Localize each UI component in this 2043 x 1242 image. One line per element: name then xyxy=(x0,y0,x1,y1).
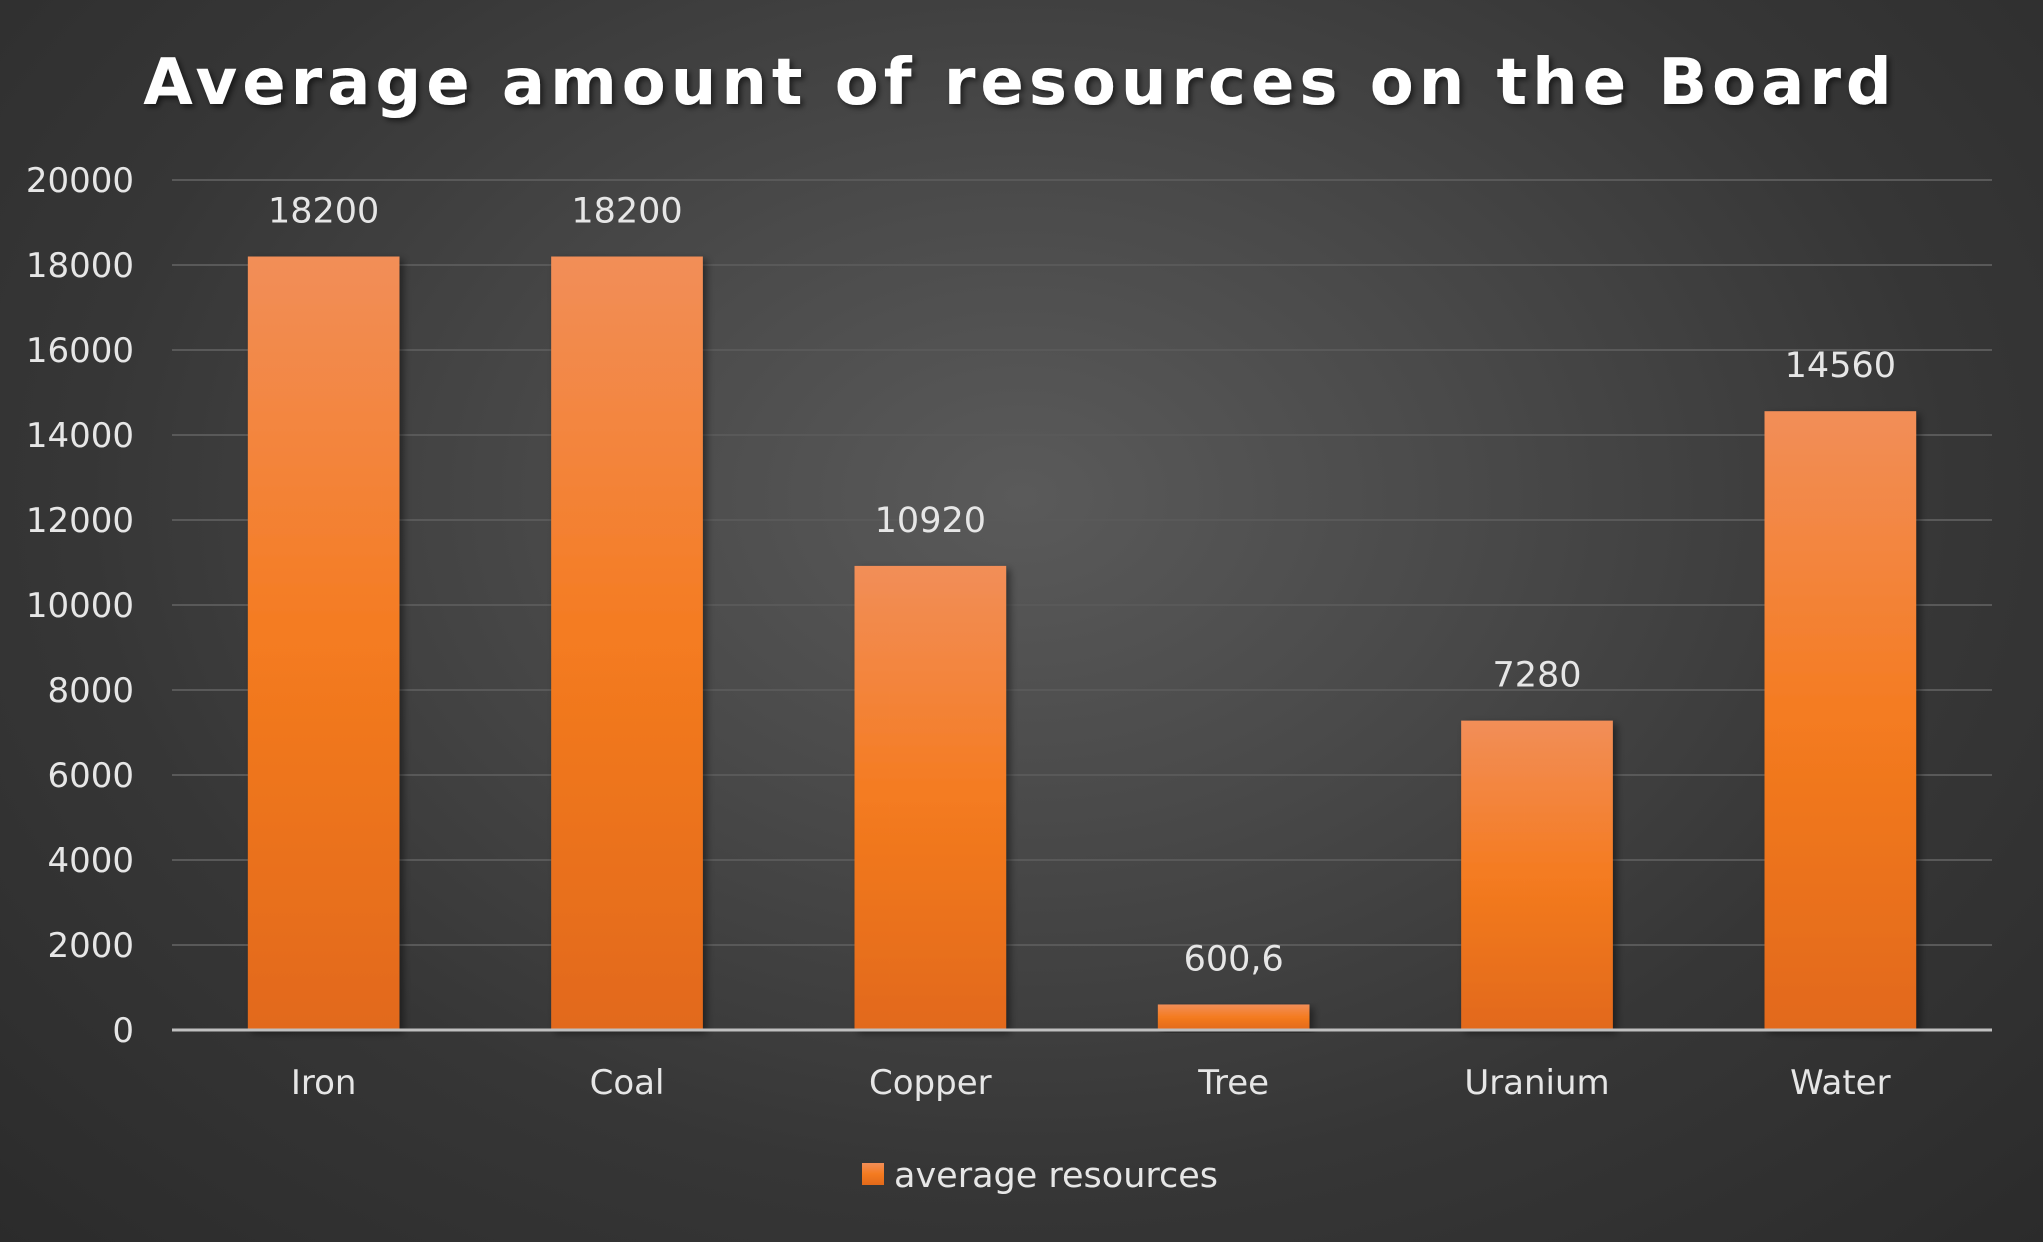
y-tick-label: 2000 xyxy=(47,926,134,966)
bars xyxy=(247,256,1917,1030)
x-tick-label-uranium: Uranium xyxy=(1464,1063,1609,1103)
bar-water xyxy=(1764,411,1917,1030)
x-tick-label-coal: Coal xyxy=(590,1063,665,1103)
data-label-water: 14560 xyxy=(1785,346,1896,386)
bar-coal xyxy=(551,256,703,1030)
data-label-copper: 10920 xyxy=(875,501,986,541)
x-axis-tick-labels: Iron Coal Copper Tree Uranium Water xyxy=(291,1063,1891,1103)
x-tick-label-tree: Tree xyxy=(1197,1063,1269,1103)
x-tick-label-iron: Iron xyxy=(291,1063,357,1103)
y-tick-label: 4000 xyxy=(47,841,134,881)
data-label-coal: 18200 xyxy=(571,192,682,232)
grid-lines xyxy=(172,179,1992,946)
y-tick-label: 0 xyxy=(112,1011,134,1051)
y-tick-label: 18000 xyxy=(26,246,134,286)
y-tick-label: 16000 xyxy=(26,331,134,371)
y-tick-label: 10000 xyxy=(26,586,134,626)
y-tick-label: 8000 xyxy=(47,671,134,711)
y-tick-label: 6000 xyxy=(47,756,134,796)
bar-iron xyxy=(247,256,400,1030)
y-tick-label: 12000 xyxy=(26,501,134,541)
data-labels: 18200 18200 10920 600,6 7280 14560 xyxy=(268,192,1896,980)
y-tick-label: 14000 xyxy=(26,416,134,456)
data-label-iron: 18200 xyxy=(268,192,379,232)
bar-uranium xyxy=(1461,720,1613,1030)
legend: average resources xyxy=(862,1156,1218,1196)
legend-swatch xyxy=(862,1163,884,1185)
data-label-tree: 600,6 xyxy=(1184,939,1284,979)
y-axis-tick-labels: 0 2000 4000 6000 8000 10000 12000 14000 16000 180… xyxy=(26,161,134,1051)
bar-tree xyxy=(1157,1004,1310,1030)
legend-label: average resources xyxy=(894,1156,1218,1196)
bar-copper xyxy=(854,565,1007,1030)
y-tick-label: 20000 xyxy=(26,161,134,201)
x-tick-label-copper: Copper xyxy=(869,1063,992,1103)
chart-title: Average amount of resources on the Board xyxy=(143,46,1896,120)
x-tick-label-water: Water xyxy=(1790,1063,1891,1103)
data-label-uranium: 7280 xyxy=(1492,656,1581,696)
